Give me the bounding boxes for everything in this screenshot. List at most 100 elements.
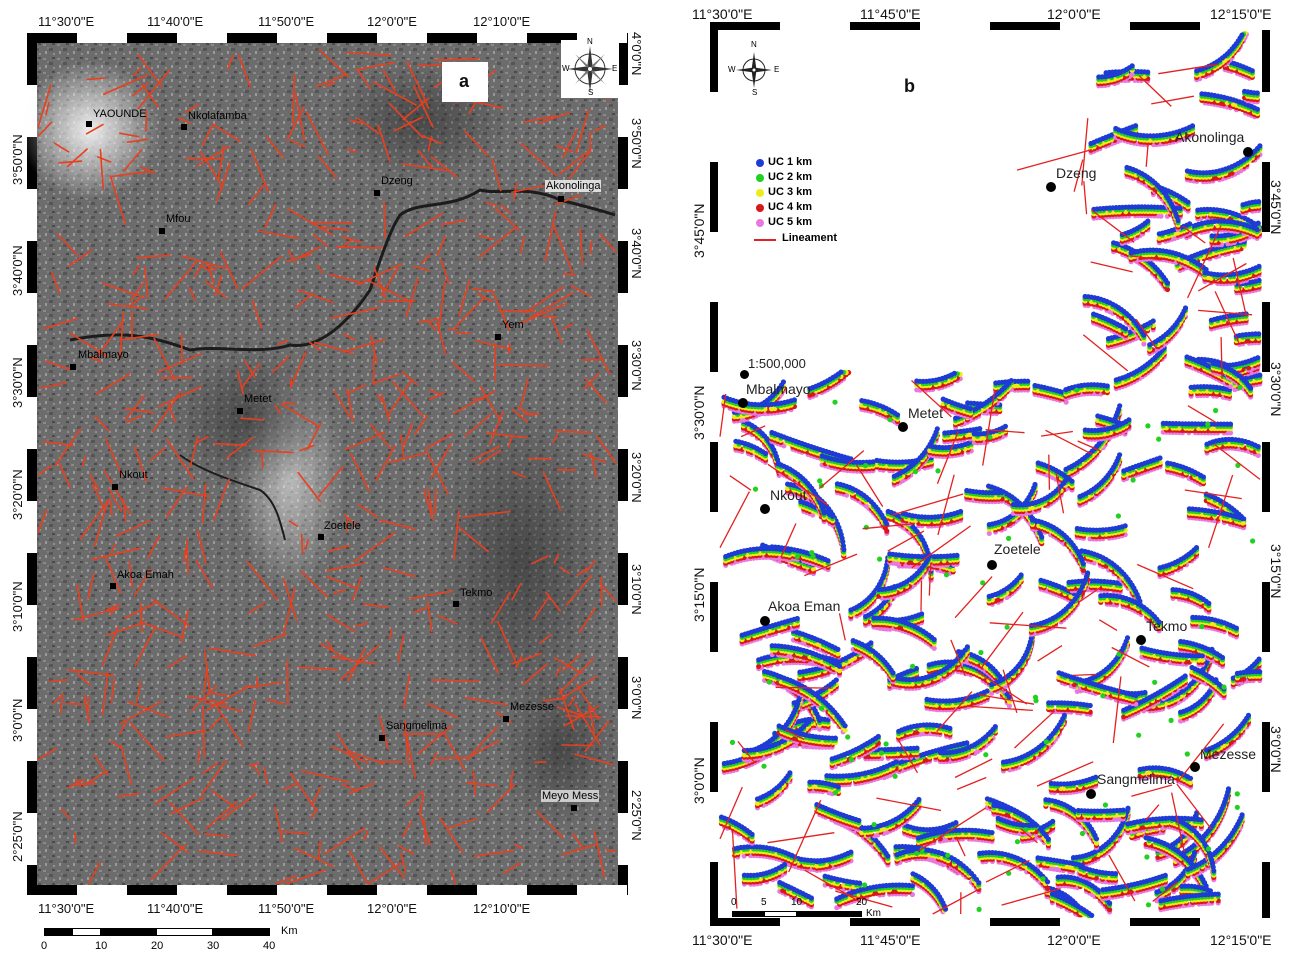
lineament <box>426 319 437 332</box>
lineament <box>134 626 157 667</box>
frame-tick <box>1060 22 1130 30</box>
a-place-label: Meyo Mess <box>541 790 600 802</box>
a-scale-seg <box>44 928 74 936</box>
lineament <box>137 53 163 88</box>
lineament <box>576 567 588 576</box>
lineament <box>404 720 410 766</box>
lineament <box>510 582 522 601</box>
lineament <box>413 265 430 272</box>
frame-tick <box>1200 22 1270 30</box>
lineament <box>208 266 215 285</box>
b-top-lon-1: 11°30'0"E <box>692 6 753 22</box>
lineament <box>567 695 577 707</box>
a-top-lon-2: 11°40'0"E <box>147 14 204 29</box>
lineament <box>317 155 338 179</box>
lineament <box>201 761 220 775</box>
lineament <box>124 407 155 414</box>
lineament <box>497 364 550 367</box>
frame-tick <box>710 232 718 302</box>
uc-point <box>1006 694 1012 700</box>
uc-point <box>1225 786 1232 792</box>
lineament <box>462 510 511 518</box>
lineament <box>120 744 133 786</box>
a-scale-tick-20: 20 <box>151 940 164 952</box>
lineament <box>275 874 297 885</box>
lineament <box>463 413 492 438</box>
lineament <box>135 681 142 703</box>
uc-point <box>875 733 881 740</box>
lineament <box>324 81 336 88</box>
lineament <box>440 258 450 284</box>
lineament <box>130 282 145 302</box>
lineament <box>542 471 562 511</box>
a-north-n: N <box>587 37 593 46</box>
lineament <box>544 591 562 612</box>
lineament <box>426 601 433 633</box>
lineament <box>511 184 546 194</box>
lineament <box>261 449 264 469</box>
lineament <box>145 110 148 132</box>
lineament <box>454 296 486 329</box>
lineament <box>348 782 376 795</box>
lineament <box>198 850 238 857</box>
lineament <box>288 520 299 528</box>
lineament <box>117 792 140 798</box>
a-place-marker <box>159 228 165 234</box>
lineament <box>556 706 584 717</box>
lineament <box>513 182 518 201</box>
lineament <box>166 655 187 669</box>
b-map-canvas <box>710 22 1270 926</box>
lineament <box>477 449 502 465</box>
lineament <box>378 715 389 750</box>
lineament <box>522 662 549 686</box>
lineament <box>467 739 501 759</box>
lineament <box>405 790 425 807</box>
lineament <box>124 394 146 421</box>
uc-point <box>868 640 874 646</box>
lineament <box>509 770 514 789</box>
lineament <box>575 108 590 154</box>
a-place-label: Metet <box>244 393 272 405</box>
lineament <box>582 453 607 464</box>
lineament <box>430 442 453 480</box>
lineament <box>317 465 345 498</box>
lineament <box>562 744 595 747</box>
frame-tick <box>577 885 627 895</box>
lineament <box>403 423 414 447</box>
a-bottom-lon-1: 11°30'0"E <box>38 901 95 916</box>
lineament <box>214 442 247 447</box>
lineament <box>380 394 391 423</box>
lineament <box>356 117 380 135</box>
lineament <box>205 263 217 272</box>
lineament <box>426 702 458 719</box>
lineament <box>346 388 354 423</box>
lineament <box>240 417 265 421</box>
uc-point <box>1256 656 1262 662</box>
lineament <box>313 341 354 355</box>
frame-tick <box>618 813 628 865</box>
lineament <box>209 716 222 730</box>
lineament <box>184 103 200 114</box>
lineament <box>318 839 321 859</box>
frame-tick <box>1200 918 1270 926</box>
lineament <box>53 142 70 153</box>
lineament <box>320 226 350 232</box>
lineament <box>69 332 109 358</box>
lineament <box>511 470 527 478</box>
lineament <box>181 255 227 270</box>
lineament <box>289 350 307 388</box>
lineament <box>297 289 334 304</box>
lineament <box>552 432 560 444</box>
lineament <box>584 559 597 574</box>
frame-tick <box>77 33 127 43</box>
lineament <box>211 692 228 696</box>
lineament <box>289 139 306 148</box>
lineament <box>150 447 167 462</box>
lineament <box>349 119 363 124</box>
lineament <box>67 249 93 268</box>
lineament <box>225 436 254 459</box>
uc-point <box>832 735 838 741</box>
lineament <box>397 634 405 663</box>
a-panel-letter: a <box>459 71 470 91</box>
lineament <box>366 279 413 303</box>
